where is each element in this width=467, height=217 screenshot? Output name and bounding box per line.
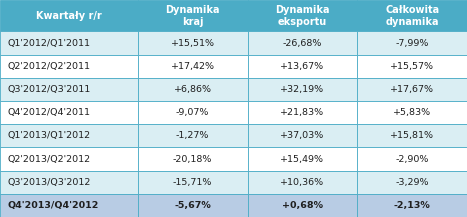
FancyBboxPatch shape <box>138 0 248 31</box>
FancyBboxPatch shape <box>0 147 138 171</box>
Text: Q2'2013/Q2'2012: Q2'2013/Q2'2012 <box>7 155 90 164</box>
FancyBboxPatch shape <box>248 124 357 147</box>
FancyBboxPatch shape <box>248 194 357 217</box>
Text: +15,49%: +15,49% <box>280 155 325 164</box>
Text: -15,71%: -15,71% <box>173 178 212 187</box>
Text: +15,81%: +15,81% <box>390 131 434 140</box>
FancyBboxPatch shape <box>138 124 248 147</box>
Text: -5,67%: -5,67% <box>174 201 211 210</box>
FancyBboxPatch shape <box>248 31 357 55</box>
FancyBboxPatch shape <box>0 78 138 101</box>
FancyBboxPatch shape <box>248 101 357 124</box>
Text: -20,18%: -20,18% <box>173 155 212 164</box>
FancyBboxPatch shape <box>357 171 467 194</box>
Text: +15,57%: +15,57% <box>390 62 434 71</box>
Text: Q4'2013/Q4'2012: Q4'2013/Q4'2012 <box>7 201 99 210</box>
Text: Q3'2013/Q3'2012: Q3'2013/Q3'2012 <box>7 178 91 187</box>
Text: Q3'2012/Q3'2011: Q3'2012/Q3'2011 <box>7 85 90 94</box>
Text: +10,36%: +10,36% <box>280 178 325 187</box>
FancyBboxPatch shape <box>357 124 467 147</box>
Text: +17,42%: +17,42% <box>170 62 215 71</box>
FancyBboxPatch shape <box>0 55 138 78</box>
FancyBboxPatch shape <box>357 31 467 55</box>
Text: +6,86%: +6,86% <box>174 85 212 94</box>
Text: -7,99%: -7,99% <box>396 39 429 48</box>
Text: Dynamika
eksportu: Dynamika eksportu <box>275 5 330 26</box>
Text: -26,68%: -26,68% <box>283 39 322 48</box>
FancyBboxPatch shape <box>357 101 467 124</box>
FancyBboxPatch shape <box>357 55 467 78</box>
FancyBboxPatch shape <box>0 194 138 217</box>
Text: -2,90%: -2,90% <box>396 155 429 164</box>
Text: +17,67%: +17,67% <box>390 85 434 94</box>
FancyBboxPatch shape <box>248 147 357 171</box>
Text: +0,68%: +0,68% <box>282 201 323 210</box>
Text: +37,03%: +37,03% <box>280 131 325 140</box>
FancyBboxPatch shape <box>138 55 248 78</box>
Text: Dynamika
kraj: Dynamika kraj <box>165 5 220 26</box>
FancyBboxPatch shape <box>248 78 357 101</box>
Text: +32,19%: +32,19% <box>280 85 325 94</box>
Text: Q4'2012/Q4'2011: Q4'2012/Q4'2011 <box>7 108 90 117</box>
Text: Q1'2013/Q1'2012: Q1'2013/Q1'2012 <box>7 131 90 140</box>
FancyBboxPatch shape <box>357 147 467 171</box>
FancyBboxPatch shape <box>0 31 138 55</box>
Text: -9,07%: -9,07% <box>176 108 209 117</box>
Text: Q2'2012/Q2'2011: Q2'2012/Q2'2011 <box>7 62 90 71</box>
FancyBboxPatch shape <box>357 0 467 31</box>
FancyBboxPatch shape <box>357 194 467 217</box>
FancyBboxPatch shape <box>0 171 138 194</box>
FancyBboxPatch shape <box>138 31 248 55</box>
FancyBboxPatch shape <box>138 101 248 124</box>
FancyBboxPatch shape <box>0 0 138 31</box>
Text: Kwartały r/r: Kwartały r/r <box>36 11 102 21</box>
Text: -2,13%: -2,13% <box>394 201 431 210</box>
Text: -3,29%: -3,29% <box>396 178 429 187</box>
FancyBboxPatch shape <box>138 147 248 171</box>
FancyBboxPatch shape <box>138 78 248 101</box>
Text: +21,83%: +21,83% <box>280 108 325 117</box>
FancyBboxPatch shape <box>138 171 248 194</box>
Text: Całkowita
dynamika: Całkowita dynamika <box>385 5 439 26</box>
FancyBboxPatch shape <box>248 55 357 78</box>
FancyBboxPatch shape <box>0 124 138 147</box>
Text: Q1'2012/Q1'2011: Q1'2012/Q1'2011 <box>7 39 90 48</box>
Text: +15,51%: +15,51% <box>170 39 215 48</box>
Text: +5,83%: +5,83% <box>393 108 431 117</box>
Text: +13,67%: +13,67% <box>280 62 325 71</box>
FancyBboxPatch shape <box>248 171 357 194</box>
FancyBboxPatch shape <box>248 0 357 31</box>
FancyBboxPatch shape <box>357 78 467 101</box>
Text: -1,27%: -1,27% <box>176 131 209 140</box>
FancyBboxPatch shape <box>138 194 248 217</box>
FancyBboxPatch shape <box>0 101 138 124</box>
